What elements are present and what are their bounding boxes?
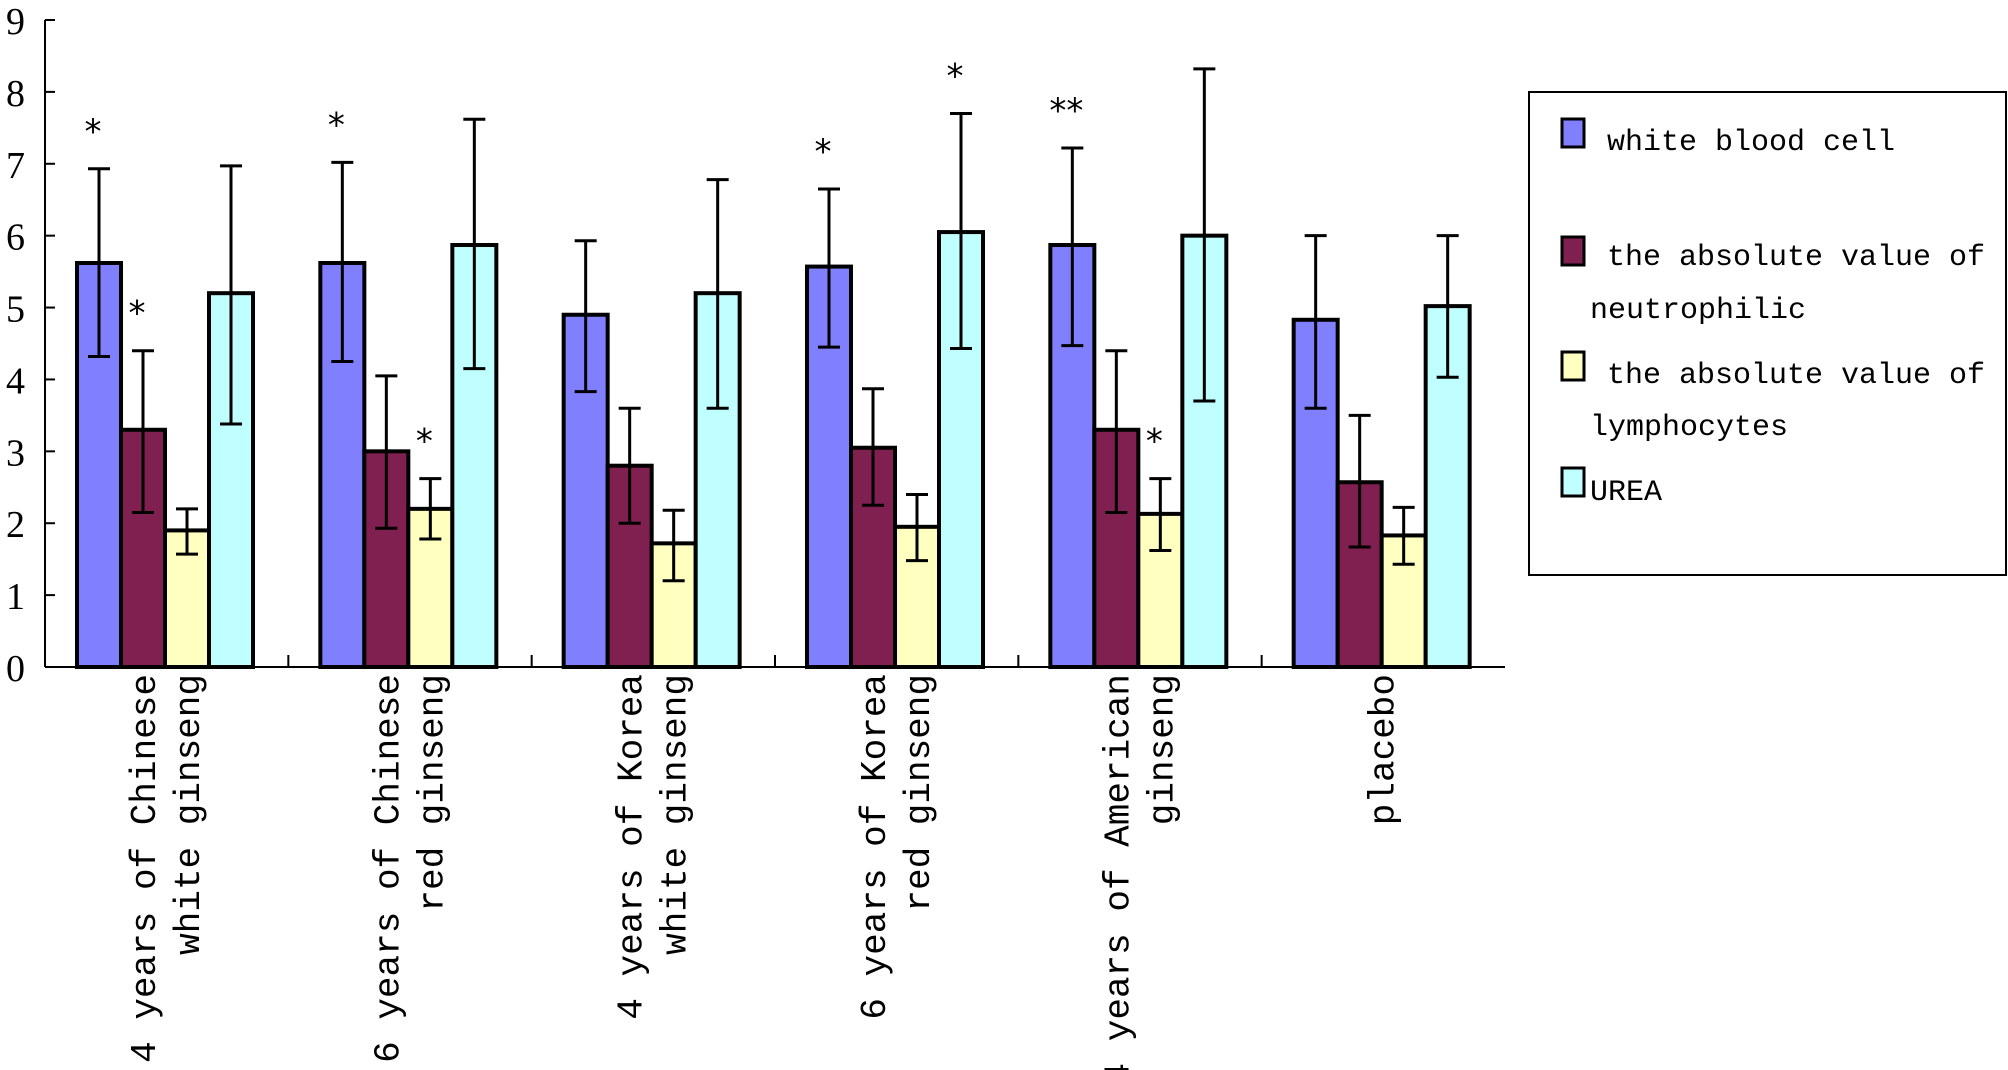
significance-marker: * [85, 112, 102, 152]
y-tick-label: 9 [6, 1, 25, 43]
legend-label: the absolute value of [1607, 241, 1985, 275]
significance-marker: * [1146, 422, 1163, 462]
category-label: 4 years of Korea white ginseng [612, 674, 697, 1020]
category-label-line: ginseng [1142, 674, 1183, 825]
category-label: 4 years of American ginseng [1098, 674, 1183, 1070]
significance-marker: * [815, 132, 832, 172]
significance-marker: * [416, 422, 433, 462]
significance-marker: ** [1049, 91, 1083, 131]
category-label-line: 4 years of American [1098, 674, 1139, 1070]
category-label: placebo [1364, 674, 1405, 825]
legend-swatch [1560, 466, 1586, 498]
category-label-line: 6 years of Chinese [368, 674, 409, 1063]
category-label-line: white ginseng [656, 674, 697, 955]
y-tick-label: 2 [6, 504, 25, 546]
legend-label: UREA [1590, 476, 1662, 510]
y-tick-label: 5 [6, 289, 25, 331]
legend-swatch [1560, 350, 1586, 382]
category-label-line: 6 years of Korea [855, 674, 896, 1020]
category-label-line: red ginseng [899, 674, 940, 912]
category-label: 6 years of Korea red ginseng [855, 674, 940, 1020]
category-label-line: red ginseng [412, 674, 453, 912]
category-label-line: white ginseng [169, 674, 210, 955]
legend-swatch [1560, 235, 1586, 267]
y-tick-label: 7 [6, 145, 25, 187]
category-label: 4 years of Chinese white ginseng [125, 674, 210, 1063]
category-label-line: placebo [1364, 674, 1405, 825]
bar [1092, 427, 1141, 669]
legend-label: the absolute value of [1607, 359, 1985, 393]
category-label-line: 4 years of Chinese [125, 674, 166, 1063]
y-tick-label: 6 [6, 217, 25, 259]
y-tick-label: 8 [6, 73, 25, 115]
significance-marker: * [947, 56, 964, 96]
legend-label: white blood cell [1607, 126, 1895, 160]
y-tick-label: 4 [6, 360, 25, 402]
category-label: 6 years of Chinese red ginseng [368, 674, 453, 1063]
category-label-line: 4 years of Korea [612, 674, 653, 1020]
significance-marker: * [129, 294, 146, 334]
legend [1528, 91, 2007, 576]
y-tick-label: 3 [6, 432, 25, 474]
legend-label: lymphocytes [1590, 411, 1788, 445]
y-tick-label: 0 [6, 648, 25, 690]
significance-marker: * [328, 105, 345, 145]
y-tick-label: 1 [6, 576, 25, 618]
legend-swatch [1560, 117, 1586, 149]
legend-label: neutrophilic [1590, 294, 1806, 328]
